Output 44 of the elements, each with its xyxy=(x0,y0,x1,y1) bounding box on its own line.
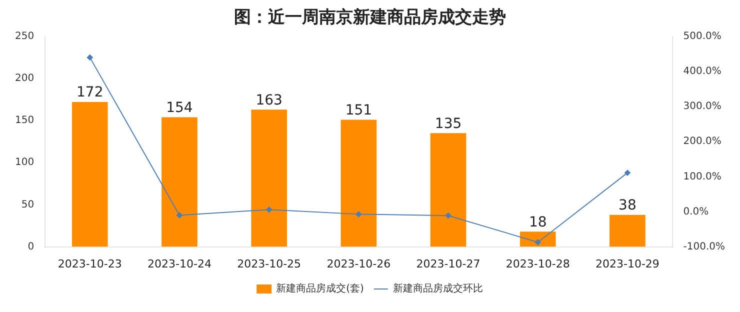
legend-label: 新建商品房成交(套) xyxy=(276,282,364,295)
point xyxy=(86,54,93,60)
point xyxy=(445,212,452,219)
y-tick-label: 150 xyxy=(14,115,34,126)
y2-tick-label: 500.0% xyxy=(683,30,722,42)
bar xyxy=(340,120,377,247)
point xyxy=(266,206,272,213)
point xyxy=(356,211,362,218)
x-tick-label: 2023-10-28 xyxy=(506,257,570,270)
y2-tick-label: 300.0% xyxy=(683,101,722,112)
x-tick-label: 2023-10-23 xyxy=(58,257,122,270)
legend-label: 新建商品房成交环比 xyxy=(392,282,483,295)
y2-tick-label: 400.0% xyxy=(683,66,722,78)
y2-tick-label: 0.0% xyxy=(683,206,709,218)
point xyxy=(534,239,541,246)
bar xyxy=(251,110,287,247)
point xyxy=(624,170,630,176)
x-tick-label: 2023-10-26 xyxy=(326,257,391,270)
bar xyxy=(430,133,466,247)
data-label: 135 xyxy=(434,116,462,132)
y2-tick-label: -100.0% xyxy=(683,241,726,252)
x-tick-label: 2023-10-25 xyxy=(237,257,302,270)
y-tick-label: 0 xyxy=(28,241,34,252)
y-tick-label: 200 xyxy=(14,73,34,84)
y2-tick-label: 200.0% xyxy=(683,136,722,148)
bar xyxy=(610,214,646,247)
x-tick-label: 2023-10-27 xyxy=(416,257,480,270)
x-tick-label: 2023-10-24 xyxy=(148,257,212,270)
y-tick-label: 250 xyxy=(14,30,34,42)
data-label: 151 xyxy=(345,102,372,118)
data-label: 154 xyxy=(166,100,193,116)
data-label: 38 xyxy=(618,197,636,214)
x-tick-label: 2023-10-29 xyxy=(595,257,660,270)
bar xyxy=(520,232,556,247)
point xyxy=(176,212,182,218)
y2-tick-label: 100.0% xyxy=(683,171,722,182)
chart-title: 图：近一周南京新建商品房成交走势 xyxy=(234,8,506,28)
data-label: 172 xyxy=(76,84,104,101)
data-label: 18 xyxy=(528,214,547,230)
bar xyxy=(162,117,198,247)
y-tick-label: 50 xyxy=(21,199,34,210)
bar xyxy=(72,102,108,247)
data-label: 163 xyxy=(256,92,282,108)
y-tick-label: 100 xyxy=(14,157,34,168)
